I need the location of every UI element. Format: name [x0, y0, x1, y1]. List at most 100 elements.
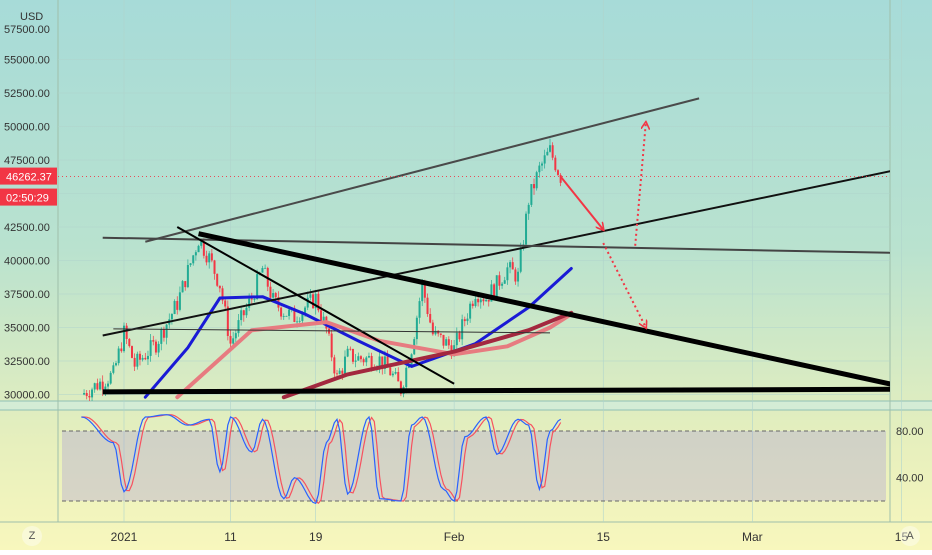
time-tick-label: 19: [309, 530, 323, 544]
candle: [141, 354, 144, 362]
candle: [218, 285, 221, 293]
time-tick-label: Mar: [742, 530, 763, 544]
candle: [285, 315, 288, 317]
candle: [471, 300, 474, 309]
candle: [234, 329, 237, 344]
svg-text:02:50:29: 02:50:29: [6, 193, 49, 205]
trendlines[interactable]: [102, 97, 932, 395]
candle: [176, 296, 179, 315]
candle: [208, 251, 211, 269]
projection-arrows[interactable]: [559, 122, 646, 327]
moving-average-line: [175, 312, 574, 400]
candle: [157, 341, 160, 358]
candle: [226, 300, 229, 341]
candle: [213, 259, 216, 280]
candle: [445, 337, 448, 346]
candle: [221, 285, 224, 305]
candle: [333, 354, 336, 379]
price-tick-label: 40000.00: [4, 256, 50, 268]
candle: [272, 289, 275, 301]
candle: [144, 352, 147, 361]
candle: [541, 161, 544, 171]
oscillator-axis[interactable]: 80.00 40.00: [896, 426, 924, 485]
trendline: [176, 226, 455, 385]
candle: [274, 291, 277, 300]
candle: [359, 355, 362, 363]
projection-arrow: [559, 175, 604, 230]
candle: [160, 327, 163, 351]
candle: [525, 211, 528, 248]
candle: [429, 308, 432, 324]
candle: [511, 257, 514, 270]
candle: [130, 345, 133, 359]
oscillator-k-line: [81, 414, 562, 505]
time-tick-label: 11: [224, 530, 237, 544]
auto-scale-button[interactable]: A: [900, 526, 920, 546]
candle: [189, 262, 192, 267]
candle: [463, 316, 466, 327]
candle: [431, 319, 434, 336]
candle: [264, 264, 267, 269]
price-axis[interactable]: 30000.00 32500.00 35000.00 37500.00 40000.00…: [4, 55, 50, 402]
price-tick-label: 32500.00: [4, 356, 50, 368]
candle: [242, 309, 245, 322]
candle: [466, 313, 469, 325]
currency-label: USD: [20, 11, 43, 23]
candle: [117, 346, 120, 366]
candle: [83, 389, 86, 396]
candle: [138, 350, 141, 366]
pane-separator[interactable]: [0, 401, 932, 410]
price-tick-label: 35000.00: [4, 323, 50, 335]
candle: [197, 244, 200, 253]
trendline: [102, 170, 890, 337]
candle: [186, 259, 189, 289]
candle: [154, 339, 157, 355]
candle: [434, 326, 437, 336]
candle: [458, 330, 461, 342]
candle: [503, 276, 506, 284]
candle: [474, 295, 477, 308]
candle: [365, 356, 368, 367]
log-scale-button[interactable]: Z: [22, 526, 42, 546]
candle: [501, 282, 504, 289]
candle: [205, 250, 208, 266]
oscillator-band: [62, 430, 886, 502]
candle: [394, 368, 397, 375]
candle: [391, 371, 394, 378]
oscillator-tick-label: 40.00: [896, 473, 924, 485]
candle: [112, 362, 115, 375]
candle: [527, 202, 530, 220]
candle: [149, 333, 152, 362]
candle: [533, 178, 536, 195]
time-tick-label: Feb: [444, 530, 465, 544]
time-axis[interactable]: 2021 11 19 Feb 15 Mar 15: [111, 530, 909, 544]
candle: [469, 301, 472, 323]
candle: [354, 353, 357, 368]
candle: [240, 306, 243, 326]
candle: [256, 269, 259, 301]
price-tick-label: 52500.00: [4, 88, 50, 100]
candle: [426, 293, 429, 317]
candle: [447, 336, 450, 349]
candle: [517, 267, 520, 287]
candle: [343, 350, 346, 377]
candle: [146, 350, 149, 365]
candle: [551, 142, 554, 161]
candle: [216, 273, 219, 287]
candle: [461, 314, 464, 346]
candle: [280, 306, 283, 320]
candle: [194, 250, 197, 261]
candle: [330, 329, 333, 362]
candle: [439, 333, 442, 338]
price-tick-partial: 57500.00: [4, 24, 50, 36]
candle: [538, 161, 541, 178]
candle: [509, 260, 512, 274]
trendline: [145, 97, 700, 243]
projection-arrow: [602, 242, 646, 327]
candle: [487, 299, 490, 307]
candle: [498, 271, 501, 290]
svg-text:46262.37: 46262.37: [6, 172, 52, 184]
candle: [514, 267, 517, 285]
